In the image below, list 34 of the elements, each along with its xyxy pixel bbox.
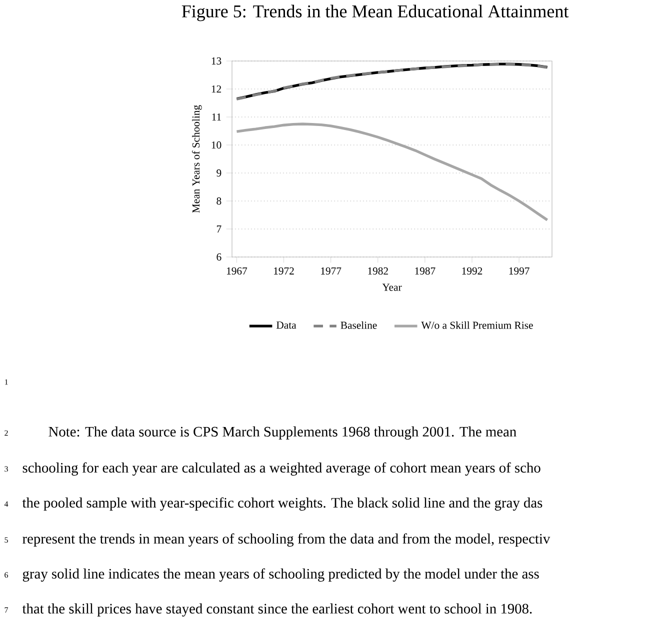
x-tick-label: 1972 (274, 267, 294, 275)
y-tick-label: 9 (216, 169, 222, 177)
legend-label: Baseline (340, 321, 377, 329)
x-tick-label: 1997 (509, 267, 530, 275)
x-tick-label: 1987 (415, 267, 436, 275)
y-axis-title: Mean Years of Schooling (192, 105, 202, 213)
text: Note: The data source is CPS March Supplements 1968 through 2001. The mean (48, 426, 516, 440)
chart-title: Figure 5: Trends in the Mean Educational Attainment (182, 4, 569, 22)
text: 4 (4, 501, 8, 507)
x-tick-label: 1967 (226, 267, 248, 275)
text: the pooled sample with year-specific cohort weights. The black solid line and the gray das (22, 497, 542, 511)
text: gray solid line indicates the mean years of schooling predicted by the model under the ass (22, 568, 539, 582)
legend-label: Data (276, 322, 296, 329)
y-tick-label: 11 (212, 113, 221, 121)
text: 6 (4, 572, 8, 578)
text: 1 (4, 379, 8, 385)
y-tick-label: 7 (216, 225, 222, 232)
x-tick-label: 1977 (321, 267, 342, 275)
text: 7 (4, 607, 8, 613)
text: schooling for each year are calculated as a weighted average of cohort mean years of scho (22, 462, 540, 476)
legend-label: W/o a Skill Premium Rise (421, 321, 533, 329)
y-tick-label: 13 (212, 57, 222, 65)
text: 5 (4, 537, 8, 543)
y-tick-label: 8 (216, 197, 222, 205)
x-tick-label: 1992 (462, 267, 482, 275)
y-tick-label: 6 (216, 253, 222, 261)
x-tick-label: 1982 (368, 267, 388, 275)
text: represent the trends in mean years of schooling from the data and from the model, respectiv (22, 533, 550, 547)
text: 2 (4, 430, 8, 436)
x-axis-title: Year (382, 284, 402, 291)
y-tick-label: 10 (212, 141, 222, 149)
text: that the skill prices have stayed constant since the earliest cohort went to school in 1908. (22, 603, 532, 617)
y-tick-label: 12 (212, 85, 222, 93)
text: 3 (4, 466, 8, 472)
